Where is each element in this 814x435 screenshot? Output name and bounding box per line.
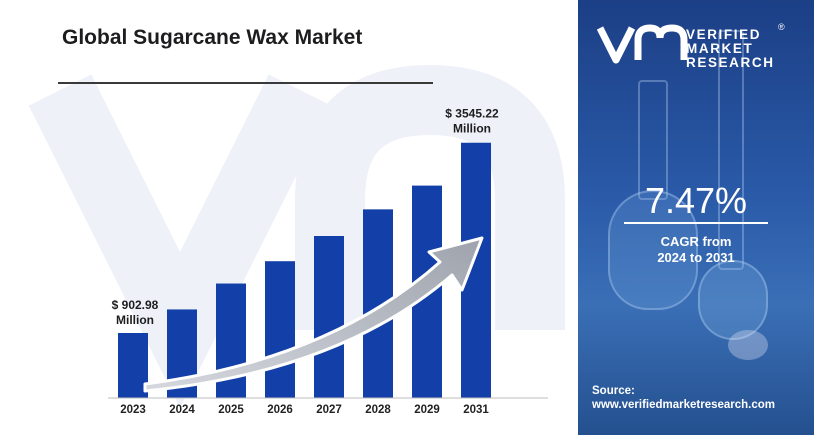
x-tick-label: 2027	[316, 404, 342, 416]
flower-decoration	[728, 330, 768, 360]
x-tick-label: 2024	[169, 404, 195, 416]
cagr-label-line: CAGR from	[660, 234, 732, 249]
x-tick-label: 2031	[463, 404, 489, 416]
registered-mark: ®	[778, 22, 785, 32]
title-underline	[58, 82, 433, 84]
source-citation: Source: www.verifiedmarketresearch.com	[592, 384, 775, 412]
brand-line: VERIFIED	[686, 27, 762, 42]
bar-chart: 2023 2024 2025 2026 2027 2028 2029 2031 $ 902.9…	[28, 64, 565, 416]
flask-decoration	[698, 260, 768, 340]
data-label-last: Million	[453, 122, 491, 136]
brand-logo-icon	[596, 24, 688, 64]
chart-panel: 2023 2024 2025 2026 2027 2028 2029 2031 $ 902.9…	[28, 26, 565, 416]
bar-2023	[118, 332, 148, 398]
cagr-value: 7.47%	[644, 180, 748, 221]
x-tick-label: 2023	[120, 404, 146, 416]
bar-2027	[314, 236, 344, 398]
bar-2026	[265, 261, 295, 398]
source-url[interactable]: www.verifiedmarketresearch.com	[592, 399, 776, 411]
brand-line: MARKET	[686, 41, 754, 56]
cagr-label-line: 2024 to 2031	[657, 250, 735, 265]
x-tick-label: 2028	[365, 404, 391, 416]
cagr-label: CAGR from 2024 to 2031	[578, 234, 814, 266]
chart-title: Global Sugarcane Wax Market	[62, 26, 363, 49]
x-tick-label: 2029	[414, 404, 440, 416]
brand-name: VERIFIED MARKET RESEARCH	[686, 28, 775, 70]
x-tick-label: 2026	[267, 404, 293, 416]
cagr-divider	[624, 222, 768, 224]
data-label-first: $ 902.98	[112, 298, 159, 312]
flask-decoration	[608, 190, 698, 310]
info-sidebar: VERIFIED MARKET RESEARCH ® 7.47% CAGR fr…	[578, 0, 814, 435]
x-tick-label: 2025	[218, 404, 244, 416]
data-label-first: Million	[116, 313, 154, 327]
brand-line: RESEARCH	[686, 55, 775, 70]
data-label-last: $ 3545.22	[445, 107, 499, 121]
source-label: Source:	[592, 385, 635, 397]
growth-arrow	[143, 236, 484, 393]
